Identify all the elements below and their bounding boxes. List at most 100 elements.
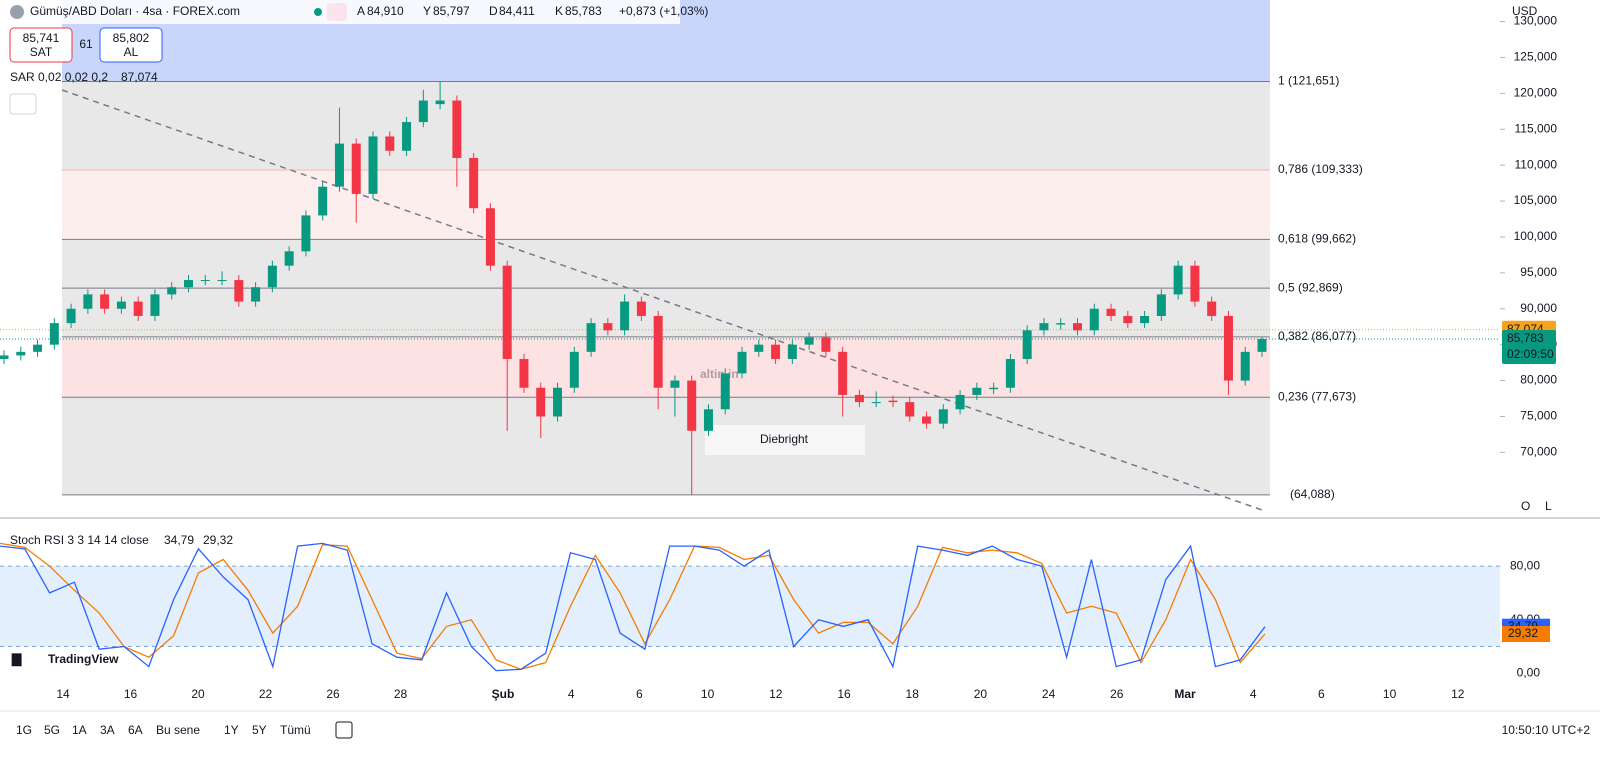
candle-body <box>1257 339 1267 352</box>
currency: USD <box>1512 4 1538 18</box>
candle-body <box>1005 359 1015 388</box>
candle-body <box>888 400 898 403</box>
x-tick-label: 18 <box>906 687 920 701</box>
fib-zone <box>62 336 1270 398</box>
x-tick-label: 26 <box>1110 687 1124 701</box>
y-tick-label: 80,000 <box>1520 373 1557 387</box>
symbol-icon <box>10 5 24 19</box>
y-tick-label: 105,000 <box>1514 193 1558 207</box>
scale-o: O <box>1521 499 1530 513</box>
candle-body <box>469 157 479 209</box>
buy-button[interactable] <box>99 27 163 63</box>
watermark-box <box>705 425 865 455</box>
fib-label: 0,786 (109,333) <box>1278 162 1363 176</box>
collapse-button[interactable] <box>9 93 37 115</box>
buy-price: 85,802 <box>113 31 150 45</box>
price-tag <box>1502 330 1556 365</box>
candle-body <box>1223 315 1233 381</box>
range-button[interactable]: 1G <box>16 723 32 737</box>
watermark-sub: Diebright <box>760 432 809 446</box>
fib-label: 0,382 (86,077) <box>1278 329 1356 343</box>
fib-label: (64,088) <box>1290 487 1335 501</box>
candle-body <box>989 387 999 390</box>
stoch-tick-label: 80,00 <box>1510 558 1540 572</box>
x-tick-label: 10 <box>1383 687 1397 701</box>
stoch-line <box>0 542 1266 672</box>
tradingview-mark: ▇ <box>11 652 22 667</box>
candle-body <box>905 402 915 417</box>
ohlc-value: 85,797 <box>433 4 470 18</box>
range-button[interactable]: 3A <box>100 723 115 737</box>
y-tick-label: 130,000 <box>1514 14 1558 28</box>
candle-body <box>502 265 512 360</box>
candle-body <box>217 280 227 282</box>
range-button[interactable]: 1Y <box>224 723 239 737</box>
candle-body <box>620 301 630 331</box>
trend-line <box>61 89 1263 511</box>
fib-label: 0,236 (77,673) <box>1278 389 1356 403</box>
candle-body <box>418 100 428 123</box>
candle-body <box>234 280 244 302</box>
ohlc-value: 84,411 <box>499 4 535 18</box>
candle-body <box>720 373 730 410</box>
sar-label: SAR 0,02 0,02 0,2 <box>10 70 108 84</box>
candle-body <box>1056 323 1066 325</box>
candle-body <box>66 308 76 324</box>
y-tick-label: 100,000 <box>1514 229 1558 243</box>
candle-body <box>284 251 294 266</box>
x-tick-label: 6 <box>1318 687 1325 701</box>
fib-zone <box>62 169 1270 240</box>
candle-body <box>536 387 546 417</box>
candle-body <box>100 294 110 309</box>
candle-body <box>804 337 814 345</box>
stoch-k-value: 34,79 <box>164 533 194 547</box>
range-button[interactable]: Tümü <box>280 723 311 737</box>
y-tick-label: 90,000 <box>1520 301 1557 315</box>
sell-button[interactable] <box>9 27 73 63</box>
candle-body <box>569 351 579 388</box>
candle-body <box>301 215 311 252</box>
x-tick-label: 26 <box>326 687 340 701</box>
y-tick-label: 120,000 <box>1514 86 1558 100</box>
sell-label: SAT <box>30 45 53 59</box>
candle-body <box>636 301 646 316</box>
candle-body <box>1173 265 1183 295</box>
candle-body <box>1123 315 1133 324</box>
ohlc-key: A <box>357 4 365 18</box>
y-tick-label: 70,000 <box>1520 445 1557 459</box>
scale-l: L <box>1545 499 1552 513</box>
candle-body <box>670 380 680 388</box>
price-tag-label: 85,783 <box>1507 331 1544 345</box>
x-tick-label: Mar <box>1174 687 1196 701</box>
range-button[interactable]: 1A <box>72 723 87 737</box>
y-tick-label: 75,000 <box>1520 409 1557 423</box>
x-tick-label: 20 <box>191 687 205 701</box>
candle-body <box>955 394 965 410</box>
calendar-icon[interactable] <box>335 721 353 739</box>
candle-body <box>771 344 781 360</box>
candle-body <box>871 402 881 404</box>
symbol: Gümüş/ABD Doları · 4sa · FOREX.com <box>30 4 240 18</box>
candle-body <box>267 265 277 288</box>
candle-body <box>16 351 26 356</box>
x-tick-label: 16 <box>837 687 851 701</box>
stoch-tick-label: 0,00 <box>1517 665 1541 679</box>
candle-body <box>1039 323 1049 331</box>
stoch-d-value: 29,32 <box>203 533 233 547</box>
fib-label: 1 (121,651) <box>1278 74 1339 88</box>
range-button[interactable]: 6A <box>128 723 143 737</box>
x-tick-label: 28 <box>394 687 408 701</box>
candle-body <box>1207 301 1217 316</box>
range-button[interactable]: 5Y <box>252 723 267 737</box>
clock: 10:50:10 UTC+2 <box>1502 723 1591 737</box>
candle-body <box>787 344 797 360</box>
tradingview-logo: TradingView <box>48 652 119 666</box>
candle-body <box>854 394 864 403</box>
candle-body <box>133 301 143 316</box>
candle-body <box>1022 330 1032 360</box>
range-button[interactable]: Bu sene <box>156 723 200 737</box>
candle-body <box>1072 323 1082 331</box>
range-button[interactable]: 5G <box>44 723 60 737</box>
candle-body <box>838 351 848 395</box>
candle-body <box>1240 351 1250 381</box>
